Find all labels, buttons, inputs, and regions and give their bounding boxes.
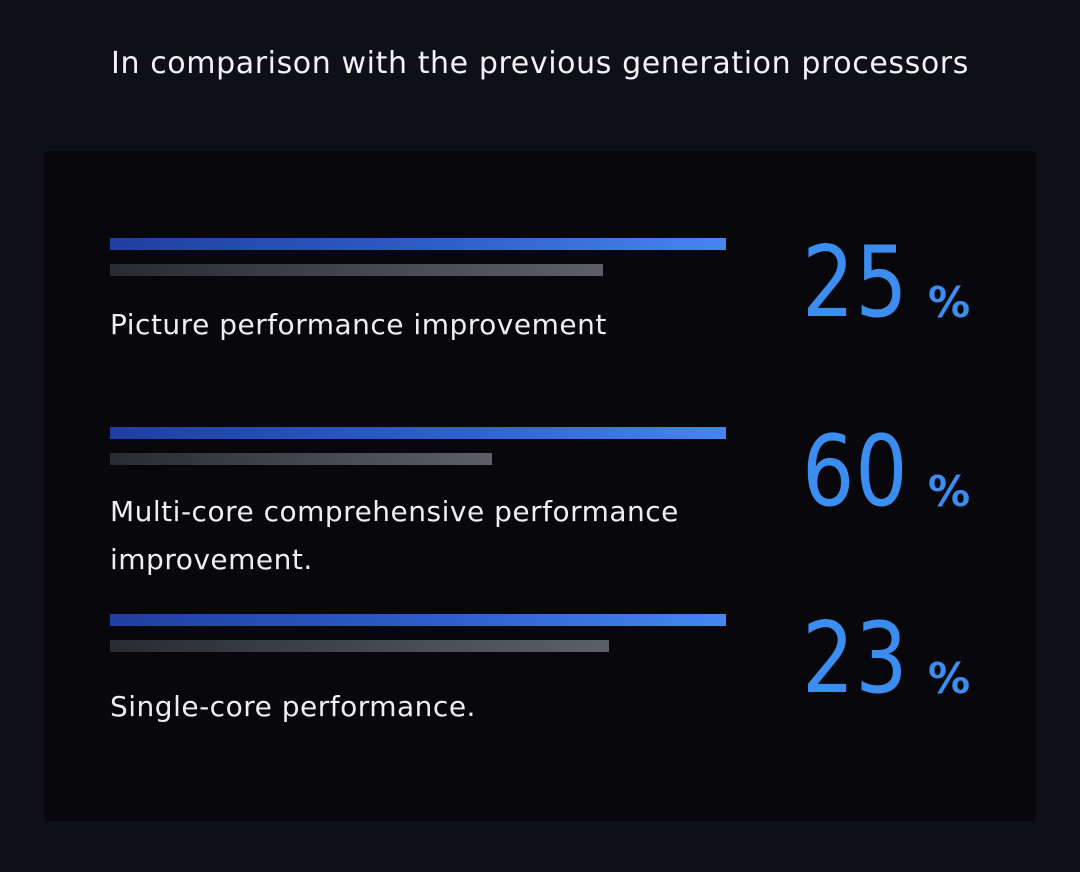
metric-single-core-performance: Single-core performance. 23 % — [44, 602, 1036, 754]
percent-sign: % — [928, 467, 971, 516]
bar-current-generation — [110, 238, 726, 250]
percent-sign: % — [928, 654, 971, 703]
bar-previous-generation — [110, 453, 492, 465]
bar-current-generation — [110, 427, 726, 439]
value-number: 60 — [802, 415, 909, 529]
metric-multi-core-performance: Multi-core comprehensive performance imp… — [44, 415, 1036, 576]
metric-value: 60 % — [802, 415, 971, 529]
metric-label: Single-core performance. — [110, 690, 476, 723]
percent-sign: % — [928, 278, 971, 327]
metric-value: 25 % — [802, 226, 971, 340]
metric-label: Multi-core comprehensive performance imp… — [110, 495, 679, 576]
value-number: 25 — [802, 226, 909, 340]
page-title: In comparison with the previous generati… — [111, 46, 969, 81]
bar-current-generation — [110, 614, 726, 626]
comparison-panel: Picture performance improvement 25 % Mul… — [44, 151, 1036, 821]
bar-previous-generation — [110, 640, 609, 652]
metric-picture-performance: Picture performance improvement 25 % — [44, 226, 1036, 378]
metric-value: 23 % — [802, 602, 971, 716]
value-number: 23 — [802, 602, 909, 716]
bar-previous-generation — [110, 264, 603, 276]
metric-label: Picture performance improvement — [110, 308, 607, 341]
